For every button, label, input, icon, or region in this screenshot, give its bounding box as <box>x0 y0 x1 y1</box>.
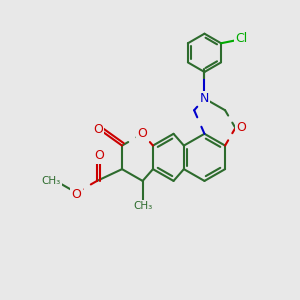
Text: CH₃: CH₃ <box>133 201 152 211</box>
Text: O: O <box>236 122 246 134</box>
Text: O: O <box>138 127 148 140</box>
Text: Cl: Cl <box>235 32 247 45</box>
Text: O: O <box>93 123 103 136</box>
Text: N: N <box>200 92 209 105</box>
Text: O: O <box>94 149 104 162</box>
Text: CH₃: CH₃ <box>42 176 61 186</box>
Text: O: O <box>71 188 81 201</box>
